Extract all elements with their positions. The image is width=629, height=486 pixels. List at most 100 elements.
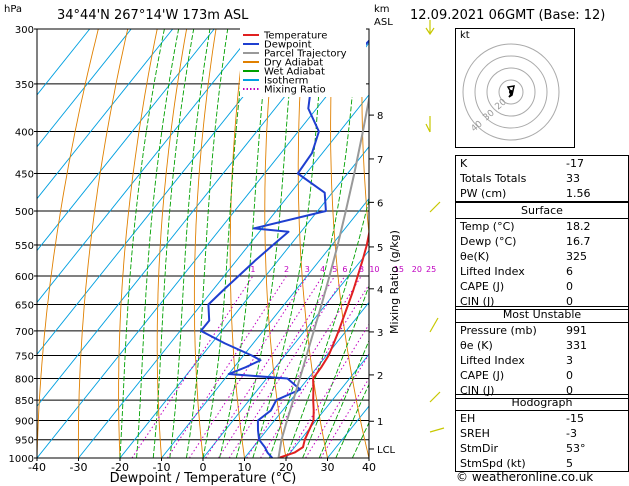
index-value: 6 (566, 265, 573, 278)
temp-tick-label: 40 (362, 461, 376, 474)
legend-label: Dewpoint (264, 40, 312, 51)
most-unstable-table: Most Unstable Pressure (mb) 991 θe (K) 331… (455, 306, 629, 399)
isotherm-line (161, 197, 369, 458)
pressure-tick-label: 950 (15, 436, 34, 447)
dry-adiabat-line (264, 29, 287, 458)
index-label: Pressure (mb) (460, 324, 537, 337)
hodo-row: StmSpd (kt) 5 (456, 456, 628, 471)
isotherm-line (37, 29, 215, 252)
series-line-temperature (278, 228, 369, 458)
index-label: θe (K) (460, 339, 493, 352)
legend-label: Parcel Trajectory (264, 49, 347, 60)
km-label: km (374, 4, 390, 15)
index-value: -15 (566, 412, 584, 425)
height-tick-label: 2 (377, 371, 383, 382)
surface-row: Dewp (°C) 16.7 (456, 234, 628, 249)
surface-row: Lifted Index 6 (456, 264, 628, 279)
dry-adiabat-line (330, 29, 369, 458)
mixing-ratio-label: 2 (284, 265, 289, 274)
hodograph-panel: kt 40 30 20 (455, 28, 575, 148)
pressure-tick-label: 900 (15, 416, 34, 427)
legend-box (240, 28, 366, 97)
x-axis-label: Dewpoint / Temperature (°C) (110, 471, 297, 486)
index-value: -3 (566, 427, 577, 440)
temp-tick-label: -40 (28, 461, 46, 474)
indices-top-table: K -17 Totals Totals 33 PW (cm) 1.56 (455, 155, 629, 202)
hodograph-trace (506, 85, 515, 98)
pressure-tick-label: 850 (15, 396, 34, 407)
index-value: 53° (566, 442, 586, 455)
height-tick-label: LCL (377, 445, 396, 456)
mu-row: CAPE (J) 0 (456, 368, 628, 383)
index-value: 0 (566, 384, 573, 397)
temp-tick-label: 0 (200, 461, 207, 474)
legend-label: Wet Adiabat (264, 67, 325, 78)
pressure-tick-label: 800 (15, 374, 34, 385)
wet-adiabat-line (219, 29, 271, 458)
hodo-row: SREH -3 (456, 426, 628, 441)
surface-row: Temp (°C) 18.2 (456, 218, 628, 234)
hpa-label: hPa (4, 4, 23, 15)
asl-label: ASL (374, 17, 393, 28)
height-tick-label: 6 (377, 198, 383, 209)
location-title: 34°44'N 267°14'W 173m ASL (57, 8, 249, 23)
index-label: K (460, 157, 468, 170)
hodograph-title: Hodograph (511, 396, 573, 409)
wet-adiabat-line (152, 29, 195, 458)
index-value: 1.56 (566, 187, 591, 200)
dry-adiabat-line (297, 29, 328, 458)
isotherm-line (37, 29, 257, 304)
index-label: StmSpd (kt) (460, 457, 526, 470)
mixing-ratio-line (131, 275, 254, 458)
index-label: Temp (°C) (460, 220, 515, 233)
isotherm-line (37, 29, 91, 96)
height-tick-label: 5 (377, 243, 383, 254)
mu-row: CIN (J) 0 (456, 383, 628, 398)
dry-adiabat-line (193, 29, 217, 458)
pressure-tick-label: 650 (15, 301, 34, 312)
index-value: 3 (566, 354, 573, 367)
wet-adiabat-line (169, 29, 211, 458)
index-row-pw: PW (cm) 1.56 (456, 186, 628, 201)
index-label: CAPE (J) (460, 369, 505, 382)
wet-adiabat-line (136, 29, 180, 458)
temp-tick-label: 30 (321, 461, 335, 474)
height-tick-label: 3 (377, 328, 383, 339)
surface-row: CIN (J) 0 (456, 294, 628, 309)
legend-label: Isotherm (264, 76, 308, 87)
mixing-ratio-label: 25 (426, 265, 436, 274)
height-tick-label: 1 (377, 417, 383, 428)
pressure-tick-label: 600 (15, 272, 34, 283)
temp-tick-label: -10 (153, 461, 171, 474)
pressure-tick-label: 1000 (9, 454, 34, 465)
index-label: Lifted Index (460, 354, 525, 367)
height-tick-label: 4 (377, 285, 383, 296)
mixing-ratio-label: 10 (369, 265, 379, 274)
series-line-dewpoint (199, 39, 369, 458)
index-value: 0 (566, 295, 573, 308)
hodograph-ring-label: 30 (482, 108, 497, 123)
dry-adiabat-line (118, 29, 158, 458)
datetime-title: 12.09.2021 06GMT (Base: 12) (410, 8, 606, 23)
temp-tick-label: -20 (111, 461, 129, 474)
index-value: -17 (566, 157, 584, 170)
wet-adiabat-line (119, 29, 165, 458)
legend-label: Mixing Ratio (264, 85, 326, 96)
height-tick-label: 7 (377, 155, 383, 166)
wind-barb-850 (429, 391, 441, 403)
index-label: Totals Totals (460, 172, 527, 185)
hodo-row: StmDir 53° (456, 441, 628, 456)
isotherm-line (202, 249, 369, 458)
mixing-ratio-label: 4 (320, 265, 325, 274)
mu-row: Lifted Index 3 (456, 353, 628, 368)
wind-barb-400 (425, 116, 431, 133)
hodograph-ring-label: 40 (470, 119, 485, 134)
mu-row: θe (K) 331 (456, 338, 628, 353)
isotherm-line (285, 353, 369, 458)
hodograph-storm-motion (509, 90, 513, 94)
wet-adiabat-line (268, 29, 359, 458)
wet-adiabat-line (202, 29, 248, 458)
index-value: 991 (566, 324, 587, 337)
mixing-ratio-label: 15 (394, 265, 404, 274)
temp-tick-label: 20 (279, 461, 293, 474)
